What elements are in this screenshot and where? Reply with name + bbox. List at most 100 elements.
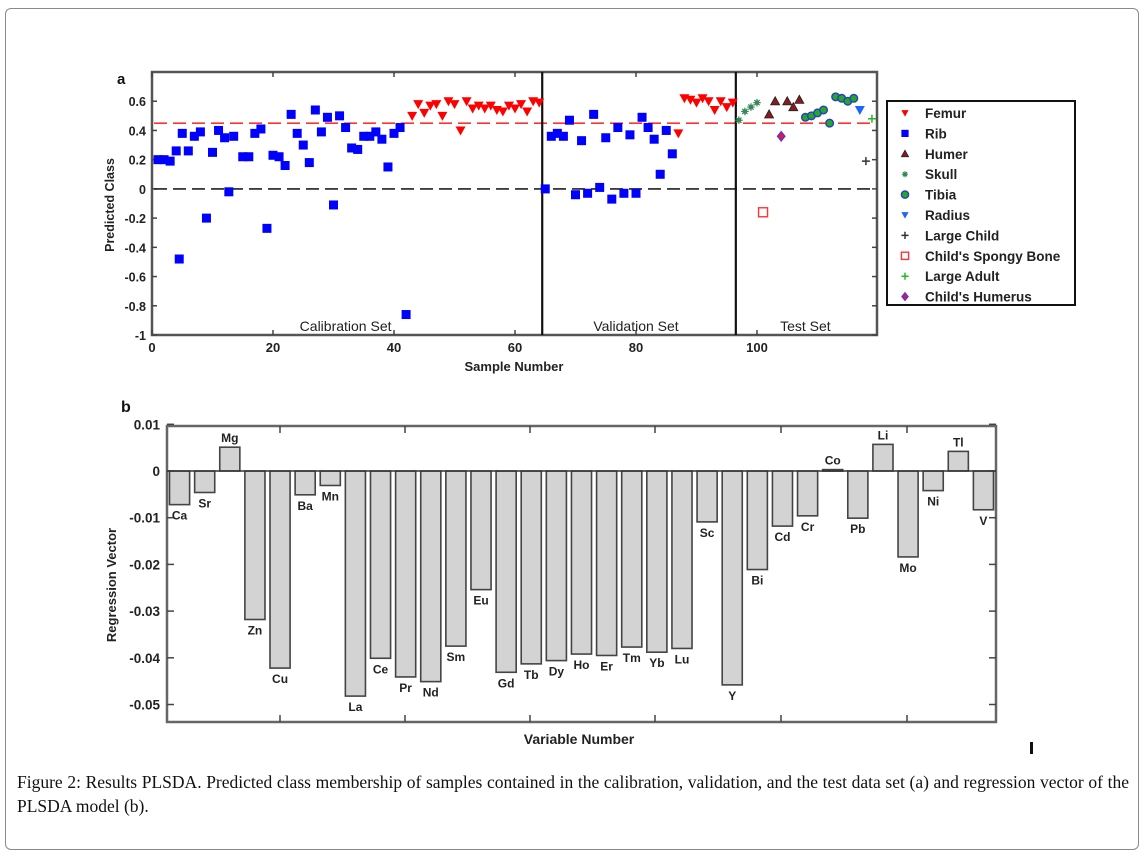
- data-point: [449, 100, 460, 110]
- x-tick-label: 0: [148, 340, 155, 355]
- data-point: [359, 131, 369, 141]
- chart-a-legend: Femur Rib Humer Skull Tibia Radius Large Child…: [886, 100, 1076, 306]
- bar-v: [972, 470, 995, 511]
- data-point: [177, 128, 187, 138]
- legend-entry: Child's Humerus: [925, 290, 1032, 305]
- data-point: [165, 156, 175, 166]
- bar-ni: [922, 470, 945, 492]
- bar-ce: [369, 470, 392, 660]
- legend-box: [886, 100, 1076, 306]
- data-point: [631, 188, 641, 198]
- bar-sm: [445, 470, 467, 647]
- data-point: [419, 108, 430, 118]
- data-point: [497, 107, 508, 117]
- bar-label: Yb: [649, 656, 664, 670]
- series-large-child: [861, 157, 870, 166]
- bar-tl: [947, 450, 970, 472]
- bar-label: Li: [878, 428, 889, 442]
- data-point: [703, 97, 714, 107]
- data-point: [473, 101, 484, 111]
- data-point: [601, 133, 611, 143]
- bar-gd: [495, 470, 517, 674]
- data-point: [485, 101, 496, 111]
- data-point: [347, 143, 357, 153]
- bar-mg: [218, 446, 241, 472]
- data-point: [437, 111, 448, 121]
- bar-label: Cu: [272, 672, 288, 686]
- chart-a-xlabel: Sample Number: [465, 359, 564, 374]
- data-point: [577, 136, 587, 146]
- data-point: [159, 155, 169, 165]
- data-point: [546, 131, 556, 141]
- bar-label: Nd: [423, 686, 439, 700]
- region-label: Calibration Set: [300, 318, 392, 334]
- series-tibia: [800, 92, 859, 128]
- bar-mn: [319, 470, 342, 487]
- bar-label: Ce: [373, 662, 389, 676]
- legend-entry: Child's Spongy Bone: [925, 249, 1061, 264]
- legend-entry: Large Adult: [925, 269, 1000, 284]
- data-point: [316, 127, 326, 137]
- data-point: [673, 129, 684, 139]
- data-point: [377, 134, 387, 144]
- data-point: [171, 146, 181, 156]
- data-point: [461, 97, 472, 107]
- bar-label: Dy: [549, 665, 565, 679]
- bar-pr: [394, 470, 417, 678]
- x-tick-label: 80: [629, 340, 643, 355]
- legend-entry: Skull: [925, 167, 957, 182]
- data-point: [244, 152, 254, 162]
- data-point: [819, 105, 829, 115]
- data-point: [431, 100, 442, 110]
- data-point: [256, 124, 266, 134]
- data-point: [304, 158, 314, 168]
- legend-entry: Large Child: [925, 228, 999, 243]
- y-tick-label: -0.8: [124, 300, 146, 314]
- data-point: [286, 109, 296, 119]
- data-point: [174, 254, 184, 264]
- y-tick-label: -0.4: [124, 241, 146, 255]
- region-label: Test Set: [780, 318, 831, 334]
- data-point: [443, 97, 454, 107]
- data-point: [691, 98, 702, 108]
- bar-label: Zn: [248, 624, 263, 638]
- data-point: [735, 116, 743, 125]
- data-point: [721, 103, 732, 113]
- bar-ba: [294, 470, 317, 496]
- text-cursor-marker: [1030, 742, 1033, 754]
- data-point: [371, 127, 381, 137]
- bar-dy: [545, 470, 568, 662]
- data-point: [534, 98, 545, 108]
- legend-marker-icon: [901, 291, 909, 302]
- data-point: [250, 128, 260, 138]
- y-tick-label: -0.03: [129, 604, 160, 619]
- series-humer: [763, 94, 805, 119]
- bar-ho: [570, 470, 593, 655]
- bar-cd: [771, 470, 794, 527]
- data-point: [685, 95, 696, 105]
- bar-sr: [193, 470, 216, 494]
- series-femur: [407, 94, 738, 139]
- data-point: [794, 94, 805, 104]
- data-point: [643, 123, 653, 133]
- bar-label: Eu: [473, 594, 488, 608]
- bar-label: Mn: [322, 489, 339, 503]
- bar-ca: [168, 470, 191, 506]
- data-point: [661, 125, 671, 135]
- bar-label: Tm: [623, 651, 641, 665]
- data-point: [153, 155, 163, 165]
- data-point: [395, 123, 405, 133]
- x-tick-label: 60: [508, 340, 522, 355]
- y-tick-label: 0.01: [134, 417, 161, 432]
- x-tick-label: 20: [266, 340, 280, 355]
- data-point: [407, 111, 418, 121]
- bar-label: Tl: [953, 435, 964, 449]
- data-point: [619, 188, 629, 198]
- bar-eu: [470, 470, 492, 591]
- data-point: [467, 104, 478, 114]
- bar-label: Mg: [221, 431, 238, 445]
- y-tick-label: -0.2: [124, 212, 146, 226]
- legend-entry: Radius: [925, 208, 970, 223]
- bar-label: Co: [825, 454, 841, 468]
- bar-lu: [671, 470, 693, 650]
